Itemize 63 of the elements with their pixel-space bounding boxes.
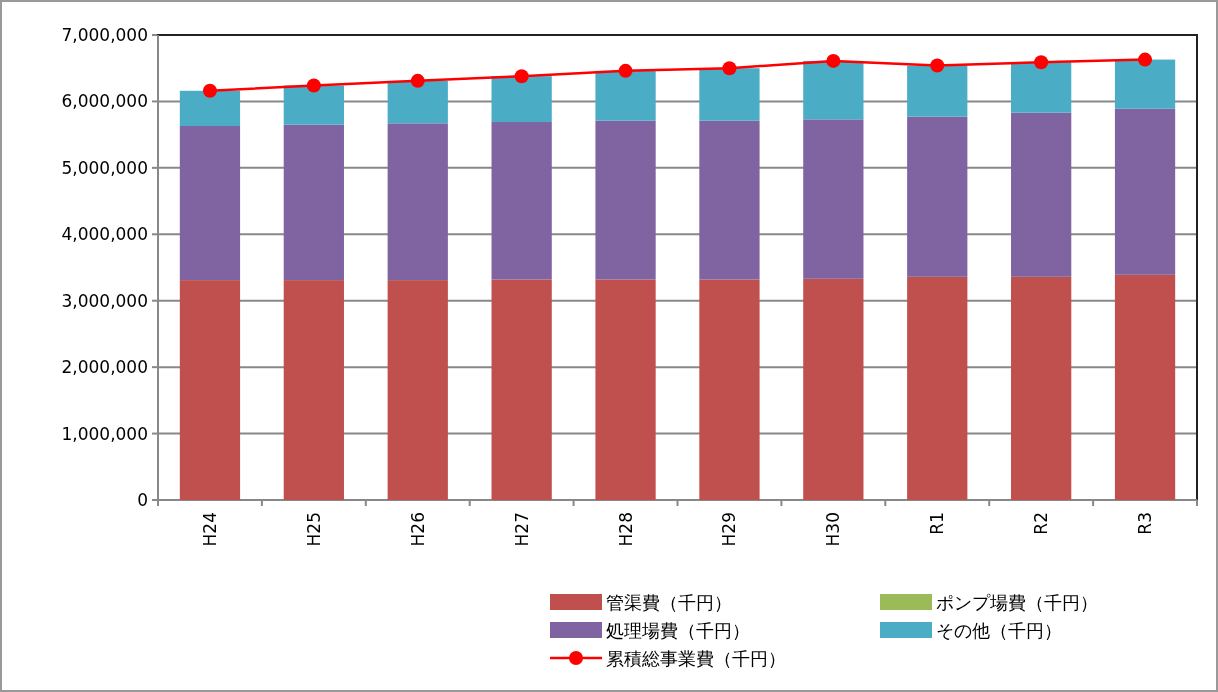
bar	[595, 70, 656, 121]
bar	[1114, 274, 1176, 500]
bar	[491, 279, 552, 500]
bar	[699, 279, 760, 500]
x-tick-label: H28	[615, 512, 636, 547]
bar	[387, 80, 448, 124]
bar	[283, 85, 344, 125]
y-tick-label: 1,000,000	[61, 423, 148, 444]
y-tick-label: 2,000,000	[61, 357, 148, 378]
bar	[907, 276, 968, 500]
bar	[699, 120, 760, 280]
y-tick-label: 6,000,000	[61, 91, 148, 112]
x-tick-label: R1	[927, 512, 948, 535]
bar	[179, 280, 241, 500]
y-tick-label: 5,000,000	[61, 157, 148, 178]
legend-label: 管渠費（千円）	[606, 592, 732, 613]
point	[1138, 52, 1153, 67]
x-tick-label: H24	[199, 512, 220, 547]
bar	[803, 60, 864, 120]
point	[826, 53, 841, 68]
x-tick-label: H30	[823, 512, 844, 547]
x-tick-label: H27	[511, 512, 532, 547]
legend-label: 処理場費（千円）	[606, 620, 750, 641]
legend-label: その他（千円）	[936, 620, 1062, 641]
bar	[179, 126, 241, 281]
bar	[907, 65, 968, 117]
y-tick-label: 7,000,000	[61, 25, 148, 45]
y-tick-label: 0	[137, 490, 148, 510]
point	[202, 83, 217, 98]
point	[514, 69, 529, 84]
bar	[699, 68, 760, 121]
bar	[491, 122, 552, 280]
bar	[283, 124, 344, 281]
bar	[595, 279, 656, 500]
legend-label: ポンプ場費（千円）	[936, 592, 1098, 613]
point	[1034, 55, 1049, 70]
bar	[803, 119, 864, 279]
bar	[803, 278, 864, 500]
x-tick-label: R2	[1031, 512, 1052, 535]
y-tick-label: 3,000,000	[61, 290, 148, 311]
bar	[387, 280, 448, 500]
bar	[1114, 59, 1176, 109]
bar	[387, 123, 448, 281]
point	[930, 58, 945, 73]
point	[618, 63, 633, 78]
bar	[1011, 276, 1072, 500]
bar	[491, 76, 552, 123]
bar	[1114, 108, 1176, 275]
point	[722, 61, 737, 76]
bar	[283, 280, 344, 500]
x-tick-label: R3	[1135, 512, 1156, 535]
x-tick-label: H25	[303, 512, 324, 547]
bar	[1011, 62, 1072, 113]
bar	[595, 120, 656, 280]
x-tick-label: H29	[719, 512, 740, 547]
x-tick-label: H26	[407, 512, 428, 547]
point	[410, 73, 425, 88]
legend-label: 累積総事業費（千円）	[606, 648, 786, 669]
y-tick-label: 4,000,000	[61, 224, 148, 245]
point	[306, 78, 321, 93]
bar	[1011, 112, 1072, 277]
bar	[907, 116, 968, 277]
bar	[179, 90, 241, 127]
